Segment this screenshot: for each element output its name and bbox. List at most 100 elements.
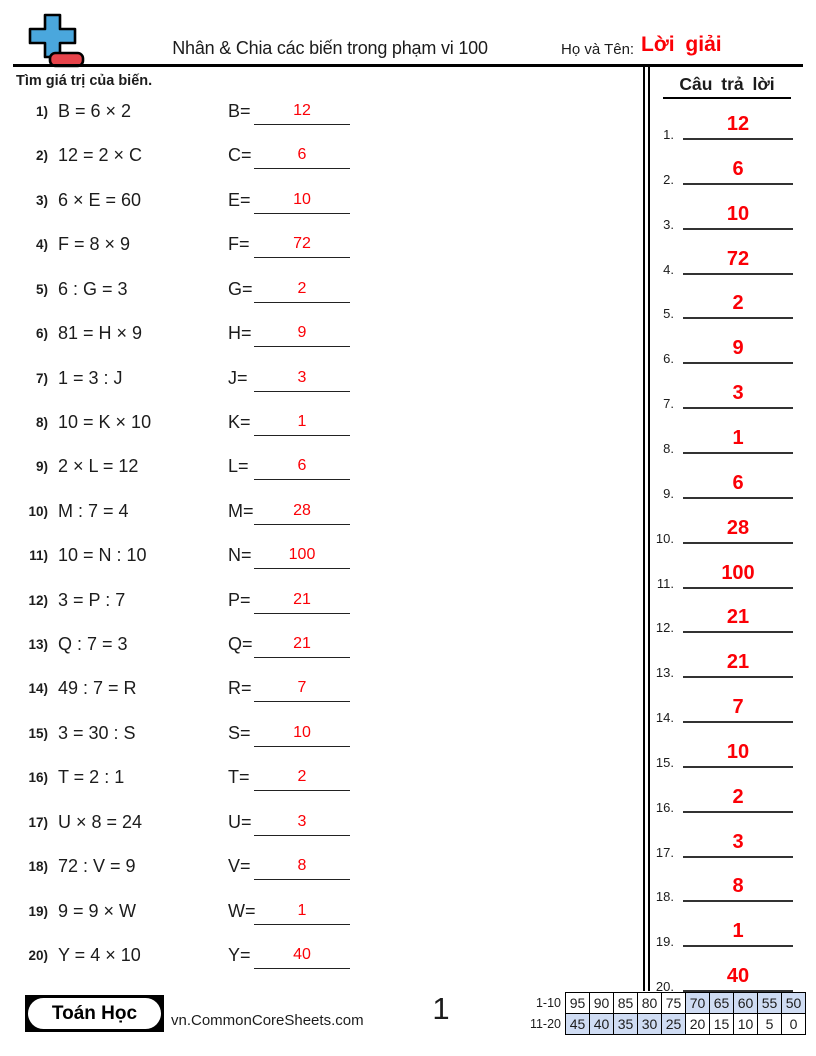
problem-variable-label: J= — [228, 367, 248, 388]
problem-number: 6) — [35, 326, 48, 342]
answer-line — [683, 631, 793, 634]
answer-row: 14. 7 — [648, 693, 796, 726]
problem-equation: F = 8 × 9 — [58, 234, 131, 255]
problem-number: 20) — [28, 947, 48, 963]
grade-score-cell: 30 — [637, 1013, 662, 1035]
grading-table: 1-10 95 90 85 80 75 70 65 60 55 50 11-20 45 40 35 30 25 2… — [523, 992, 806, 1035]
problem-row: 19) 9 = 9 × W W= 1 — [16, 900, 376, 934]
answer-number: 16. — [655, 799, 674, 815]
problem-number: 8) — [35, 414, 48, 430]
answer-value: 1 — [732, 920, 744, 943]
answer-blank-line — [254, 461, 350, 481]
grade-score-cell: 75 — [661, 992, 686, 1014]
footer-brand-bar: Toán Học — [25, 995, 164, 1032]
problem-answer-value: 21 — [293, 635, 311, 653]
answer-number: 20. — [655, 979, 674, 995]
answer-row: 11. 100 — [648, 559, 796, 591]
answer-value: 6 — [732, 471, 744, 494]
problem-equation: 12 = 2 × C — [58, 145, 143, 166]
grade-score-cell: 60 — [733, 992, 758, 1014]
answer-blank-line — [254, 284, 350, 303]
problem-row: 15) 3 = 30 : S S= 10 — [16, 722, 376, 756]
problem-number: 19) — [28, 903, 48, 919]
problem-answer-value: 7 — [297, 679, 307, 697]
answers-panel-title: Câu trả lời — [663, 74, 791, 99]
answer-row: 10. 28 — [648, 514, 796, 546]
problem-answer-value: 6 — [297, 457, 307, 475]
grade-score-cell: 80 — [637, 992, 662, 1014]
answer-row: 3. 10 — [648, 200, 796, 232]
answer-blank-line — [254, 683, 350, 703]
problem-number: 5) — [35, 281, 48, 297]
answer-line — [683, 227, 793, 230]
problem-equation: Y = 4 × 10 — [58, 944, 141, 965]
grade-score-cell: 85 — [613, 992, 638, 1014]
grade-range-label: 11-20 — [529, 1017, 561, 1031]
answer-number: 9. — [663, 485, 674, 501]
problem-answer-value: 9 — [297, 324, 307, 342]
problem-answer-value: 10 — [293, 190, 311, 208]
answer-value: 21 — [726, 606, 750, 629]
problem-number: 16) — [28, 770, 48, 786]
problem-variable-label: U= — [228, 811, 252, 832]
problem-number: 18) — [28, 859, 48, 875]
website-text: vn.CommonCoreSheets.com — [171, 1012, 364, 1029]
answer-number: 10. — [655, 530, 674, 546]
answer-row: 9. 6 — [648, 469, 796, 501]
answer-number: 19. — [655, 934, 674, 950]
answer-line — [683, 990, 793, 993]
answer-value: 10 — [726, 740, 750, 763]
answer-number: 8. — [663, 440, 674, 456]
problem-row: 17) U × 8 = 24 U= 3 — [16, 811, 376, 845]
problem-answer-value: 12 — [293, 102, 311, 119]
problem-variable-label: B= — [228, 101, 251, 121]
problem-answer-value: 6 — [297, 146, 307, 164]
grade-score-cell: 65 — [709, 992, 734, 1014]
answer-line — [683, 765, 793, 768]
column-divider-line — [643, 67, 645, 991]
problem-equation: M : 7 = 4 — [58, 500, 129, 521]
answer-number: 4. — [663, 261, 674, 277]
problem-equation: 1 = 3 : J — [58, 367, 123, 388]
problem-equation: 81 = H × 9 — [58, 323, 143, 344]
answer-number: 17. — [655, 844, 674, 860]
problem-variable-label: F= — [228, 234, 250, 255]
problem-number: 17) — [28, 814, 48, 830]
answer-row: 19. 1 — [648, 917, 796, 950]
problem-answer-value: 72 — [293, 235, 311, 253]
problem-row: 16) T = 2 : 1 T= 2 — [16, 766, 376, 800]
answer-blank-line — [254, 639, 350, 659]
answer-line — [683, 541, 793, 544]
problem-row: 2) 12 = 2 × C C= 6 — [16, 144, 376, 178]
problem-equation: 6 × E = 60 — [58, 189, 142, 210]
answer-line — [683, 586, 793, 589]
answer-blank-line — [254, 906, 350, 925]
answer-value: 3 — [732, 382, 744, 405]
answer-number: 2. — [663, 171, 674, 187]
problem-number: 15) — [28, 725, 48, 741]
grade-score-cell: 35 — [613, 1013, 638, 1035]
answer-row: 4. 72 — [648, 245, 796, 277]
problem-number: 7) — [35, 370, 48, 386]
problem-number: 9) — [35, 459, 48, 475]
problem-answer-value: 100 — [288, 546, 316, 564]
answer-value: 28 — [726, 516, 750, 539]
answer-blank-line — [254, 373, 350, 392]
answer-number: 5. — [663, 306, 674, 322]
answer-number: 12. — [655, 620, 674, 636]
problem-variable-label: Y= — [228, 944, 251, 965]
grade-score-cell: 15 — [709, 1013, 734, 1035]
problem-equation: 49 : 7 = R — [58, 678, 137, 699]
answer-value: 40 — [726, 965, 750, 988]
answer-row: 13. 21 — [648, 648, 796, 680]
answer-number: 14. — [655, 710, 674, 726]
problem-row: 5) 6 : G = 3 G= 2 — [16, 278, 376, 312]
problem-number: 4) — [35, 237, 48, 253]
answer-row: 1. 12 — [648, 110, 796, 142]
header-divider — [13, 64, 803, 67]
answer-value: 9 — [732, 337, 744, 360]
problem-row: 3) 6 × E = 60 E= 10 — [16, 189, 376, 223]
problem-number: 13) — [28, 637, 48, 653]
problem-row: 12) 3 = P : 7 P= 21 — [16, 589, 376, 623]
